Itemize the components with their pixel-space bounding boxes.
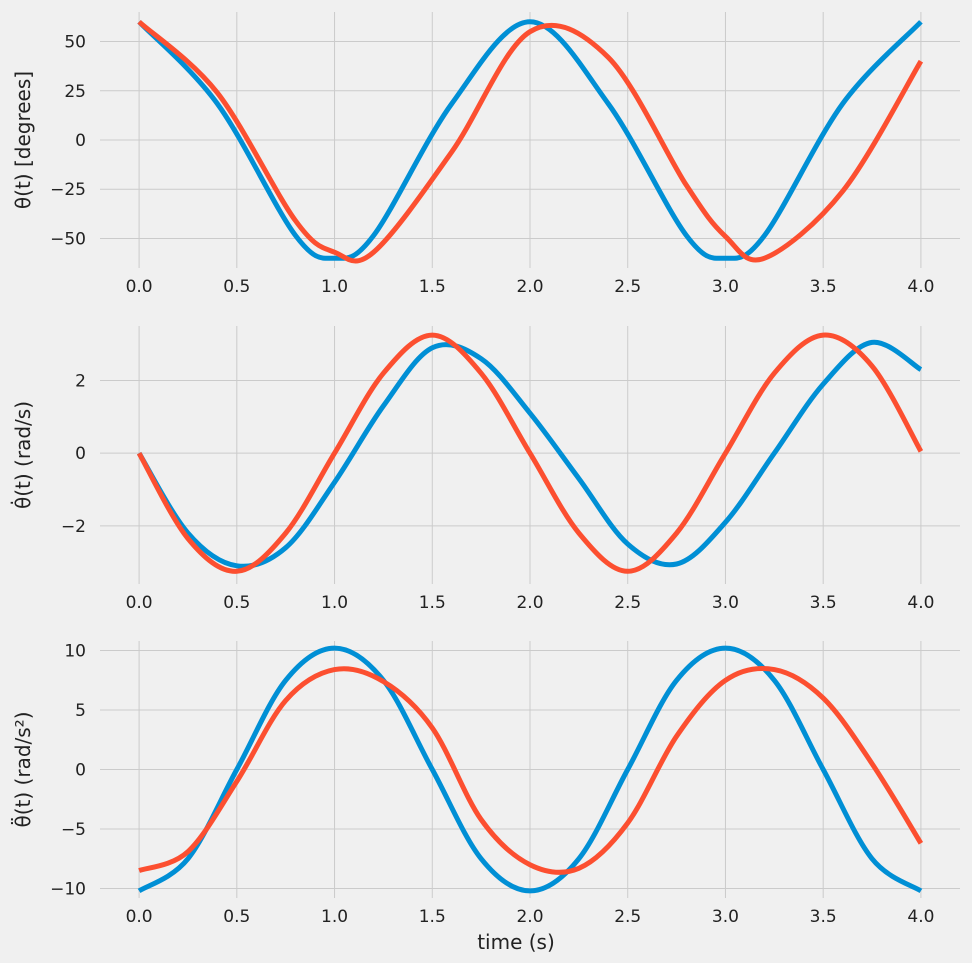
- y-tick-label: −5: [61, 820, 86, 840]
- x-tick-label: 1.5: [419, 593, 446, 613]
- x-tick-label: 3.0: [712, 277, 739, 297]
- y-tick-label: 0: [75, 444, 86, 464]
- x-tick-label: 2.0: [516, 593, 543, 613]
- x-tick-label: 2.0: [516, 277, 543, 297]
- y-axis-label: θ(t) [degrees]: [11, 71, 35, 209]
- series-line-blue: [137, 645, 923, 894]
- y-tick-label: 25: [64, 82, 86, 102]
- x-tick-label: 2.0: [516, 907, 543, 927]
- x-tick-label: 2.5: [614, 907, 641, 927]
- x-tick-label: 0.5: [223, 593, 250, 613]
- x-tick-label: 4.0: [907, 907, 934, 927]
- y-tick-label: −10: [50, 879, 86, 899]
- x-tick-label: 1.0: [321, 907, 348, 927]
- subplot-2: 0.0 0.5 1.0 1.5 2.0 2.5 3.0 3.5 4.0 −2 0 2 θ̇(t) (ra…: [10, 326, 960, 613]
- x-tick-label: 1.0: [321, 277, 348, 297]
- y-axis-label: θ̈(t) (rad/s²): [11, 712, 35, 828]
- grid-lines: [100, 12, 960, 268]
- x-tick-label: 1.5: [419, 277, 446, 297]
- x-axis-label: time (s): [477, 930, 555, 954]
- y-tick-label: −2: [61, 517, 86, 537]
- y-tick-label: 5: [75, 701, 86, 721]
- series-line-blue: [137, 19, 923, 261]
- series-line-red: [138, 665, 924, 875]
- y-tick-label: 0: [75, 761, 86, 781]
- subplot-1: 0.0 0.5 1.0 1.5 2.0 2.5 3.0 3.5 4.0 −50 −25 0 25 50 θ(…: [11, 12, 960, 297]
- x-tick-label: 0.5: [223, 907, 250, 927]
- y-axis-label: θ̇(t) (rad/s): [10, 401, 35, 509]
- y-tick-label: −25: [50, 180, 86, 200]
- x-tick-label: 3.5: [810, 907, 837, 927]
- grid-lines: [100, 641, 960, 898]
- x-tick-label: 2.5: [614, 593, 641, 613]
- y-tick-label: −50: [50, 229, 86, 249]
- y-tick-label: 10: [64, 642, 86, 662]
- x-tick-label: 0.5: [223, 277, 250, 297]
- x-tick-label: 2.5: [614, 277, 641, 297]
- x-tick-label: 0.0: [126, 277, 153, 297]
- y-tick-label: 0: [75, 131, 86, 151]
- x-tick-label: 3.5: [810, 593, 837, 613]
- series-line-blue: [136, 339, 923, 569]
- subplot-3: 0.0 0.5 1.0 1.5 2.0 2.5 3.0 3.5 4.0 −10 −5 0 5 10 θ̈(t…: [11, 641, 960, 954]
- x-tick-label: 3.0: [712, 907, 739, 927]
- x-tick-label: 1.0: [321, 593, 348, 613]
- y-tick-label: 2: [75, 372, 86, 392]
- series-line-red: [137, 19, 924, 264]
- x-tick-label: 3.5: [810, 277, 837, 297]
- series-line-red: [136, 332, 924, 574]
- y-tick-label: 50: [64, 33, 86, 53]
- x-tick-label: 4.0: [907, 277, 934, 297]
- x-tick-label: 1.5: [419, 907, 446, 927]
- x-tick-label: 0.0: [126, 907, 153, 927]
- x-tick-label: 0.0: [126, 593, 153, 613]
- x-tick-label: 4.0: [907, 593, 934, 613]
- x-tick-label: 3.0: [712, 593, 739, 613]
